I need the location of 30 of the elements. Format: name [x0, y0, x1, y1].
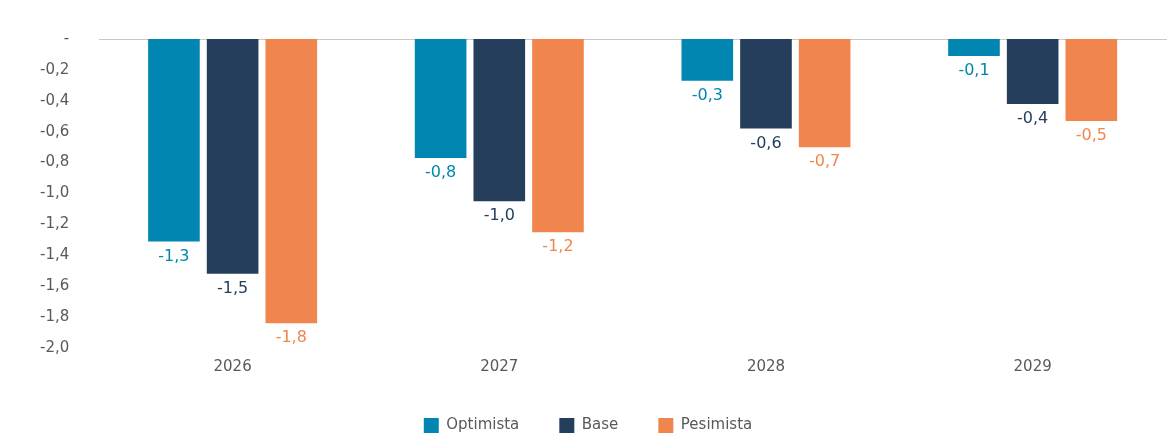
y-tick-label: -1,8	[39, 306, 70, 325]
y-tick-label: -1,0	[39, 183, 70, 202]
data-label: -1,2	[542, 236, 574, 256]
y-tick-label: -2,0	[39, 337, 70, 356]
x-tick-label: 2027	[480, 356, 519, 375]
legend-label: Pesimista	[680, 415, 753, 434]
y-tick-label: -	[63, 28, 70, 47]
data-label: -1,5	[217, 278, 249, 297]
y-tick-label: -1,4	[39, 245, 70, 264]
y-tick-label: -0,8	[39, 152, 70, 171]
data-label: -1,0	[483, 205, 515, 225]
legend-label: Optimista	[446, 415, 520, 434]
y-tick-label: -0,6	[39, 121, 70, 140]
x-tick-label: 2029	[1013, 356, 1052, 375]
data-label: -0,5	[1075, 125, 1107, 145]
data-label: -0,6	[750, 132, 782, 152]
y-tick-label: -1,2	[39, 214, 70, 233]
legend-label: Base	[581, 415, 619, 434]
data-label: -0,3	[691, 84, 723, 104]
x-tick-label: 2028	[746, 356, 786, 375]
y-tick-label: -1,6	[39, 276, 70, 295]
data-label: -0,8	[425, 162, 457, 182]
data-label: -0,1	[958, 60, 990, 80]
y-tick-label: -0,4	[39, 90, 70, 109]
data-label: -0,7	[809, 151, 841, 171]
data-label: -1,3	[158, 245, 190, 265]
data-label: -1,8	[275, 327, 307, 347]
x-tick-label: 2026	[213, 356, 252, 375]
y-tick-label: -0,2	[39, 59, 70, 78]
data-label: -0,4	[1017, 108, 1049, 128]
